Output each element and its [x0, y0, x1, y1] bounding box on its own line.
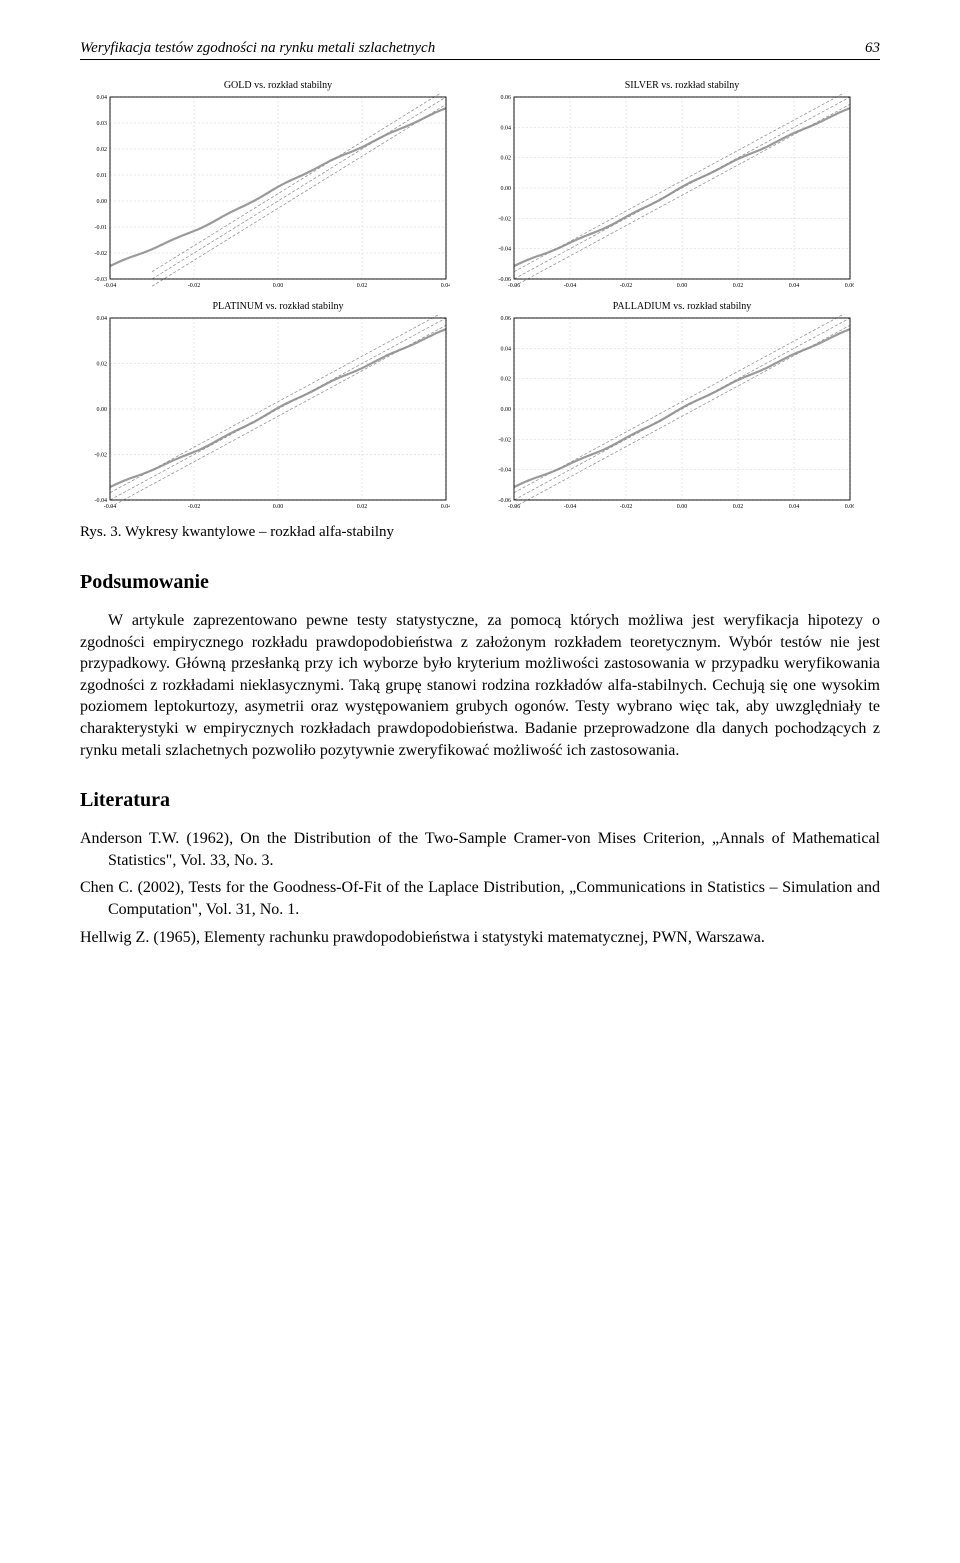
qq-plot: -0.04-0.020.000.020.04-0.04-0.020.000.02…: [80, 314, 450, 514]
chart-silver: SILVER vs. rozkład stabilny -0.06 -0.04 -0.…: [484, 80, 880, 293]
svg-text:0.04: 0.04: [501, 125, 512, 131]
qq-plot: -0.04 -0.02 0.00 0.02 0.04 -0.03 -0.02 -0.01 0.0…: [80, 93, 450, 293]
chart-title: PLATINUM vs. rozkład stabilny: [80, 301, 476, 312]
svg-text:0.00: 0.00: [97, 199, 108, 205]
references-list: Anderson T.W. (1962), On the Distributio…: [80, 828, 880, 948]
chart-title: PALLADIUM vs. rozkład stabilny: [484, 301, 880, 312]
svg-text:0.04: 0.04: [789, 283, 800, 289]
svg-text:0.00: 0.00: [501, 186, 512, 192]
svg-text:0.04: 0.04: [441, 504, 450, 510]
svg-text:0.00: 0.00: [97, 407, 108, 413]
literature-heading: Literatura: [80, 789, 880, 812]
svg-text:0.02: 0.02: [357, 283, 368, 289]
charts-grid: GOLD vs. rozkład stabilny -0.04 -0.02 0.00 0…: [80, 80, 880, 514]
header-title: Weryfikacja testów zgodności na rynku me…: [80, 40, 435, 57]
svg-text:-0.06: -0.06: [499, 277, 512, 283]
reference-item: Chen C. (2002), Tests for the Goodness-O…: [80, 877, 880, 920]
svg-text:-0.02: -0.02: [95, 251, 108, 257]
reference-item: Anderson T.W. (1962), On the Distributio…: [80, 828, 880, 871]
qq-plot: -0.06-0.04-0.020.000.020.040.06-0.06-0.0…: [484, 93, 854, 293]
page-number: 63: [865, 40, 880, 57]
chart-title: GOLD vs. rozkład stabilny: [80, 80, 476, 91]
svg-text:0.00: 0.00: [501, 407, 512, 413]
svg-text:0.02: 0.02: [501, 377, 512, 383]
svg-text:-0.02: -0.02: [499, 216, 512, 222]
svg-text:0.06: 0.06: [501, 316, 512, 322]
svg-text:0.03: 0.03: [97, 121, 108, 127]
svg-text:0.02: 0.02: [501, 156, 512, 162]
svg-text:-0.02: -0.02: [499, 437, 512, 443]
svg-text:-0.02: -0.02: [188, 283, 201, 289]
svg-text:0.06: 0.06: [501, 95, 512, 101]
svg-text:0.02: 0.02: [97, 362, 108, 368]
page-header: Weryfikacja testów zgodności na rynku me…: [80, 40, 880, 60]
chart-palladium: PALLADIUM vs. rozkład stabilny -0.06 -0.04…: [484, 301, 880, 514]
svg-text:0.00: 0.00: [273, 283, 284, 289]
svg-text:0.04: 0.04: [97, 95, 108, 101]
svg-text:0.00: 0.00: [677, 283, 688, 289]
svg-text:0.01: 0.01: [97, 173, 108, 179]
svg-text:0.04: 0.04: [97, 316, 108, 322]
svg-text:0.02: 0.02: [97, 147, 108, 153]
svg-text:0.04: 0.04: [501, 346, 512, 352]
svg-text:-0.01: -0.01: [95, 225, 108, 231]
reference-item: Hellwig Z. (1965), Elementy rachunku pra…: [80, 927, 880, 949]
svg-text:-0.04: -0.04: [499, 247, 512, 253]
chart-title: SILVER vs. rozkład stabilny: [484, 80, 880, 91]
svg-text:0.06: 0.06: [845, 504, 854, 510]
svg-text:0.02: 0.02: [357, 504, 368, 510]
svg-text:-0.03: -0.03: [95, 277, 108, 283]
svg-text:-0.04: -0.04: [104, 283, 117, 289]
chart-gold: GOLD vs. rozkład stabilny -0.04 -0.02 0.00 0…: [80, 80, 476, 293]
svg-text:-0.02: -0.02: [620, 504, 633, 510]
qq-plot: -0.06-0.04-0.020.000.020.040.06-0.06-0.0…: [484, 314, 854, 514]
svg-text:0.02: 0.02: [733, 504, 744, 510]
svg-text:0.02: 0.02: [733, 283, 744, 289]
svg-text:0.04: 0.04: [789, 504, 800, 510]
svg-text:0.04: 0.04: [441, 283, 450, 289]
figure-caption: Rys. 3. Wykresy kwantylowe – rozkład alf…: [80, 524, 880, 541]
summary-body: W artykule zaprezentowano pewne testy st…: [80, 610, 880, 761]
svg-text:0.00: 0.00: [677, 504, 688, 510]
svg-text:-0.02: -0.02: [620, 283, 633, 289]
svg-text:-0.04: -0.04: [564, 283, 577, 289]
summary-heading: Podsumowanie: [80, 571, 880, 594]
svg-text:-0.04: -0.04: [95, 498, 108, 504]
svg-text:-0.02: -0.02: [95, 453, 108, 459]
svg-text:0.00: 0.00: [273, 504, 284, 510]
svg-text:-0.06: -0.06: [499, 498, 512, 504]
chart-platinum: PLATINUM vs. rozkład stabilny -0.04 -0.02 0…: [80, 301, 476, 514]
svg-text:-0.02: -0.02: [188, 504, 201, 510]
svg-text:-0.04: -0.04: [499, 468, 512, 474]
svg-text:-0.04: -0.04: [564, 504, 577, 510]
svg-text:0.06: 0.06: [845, 283, 854, 289]
